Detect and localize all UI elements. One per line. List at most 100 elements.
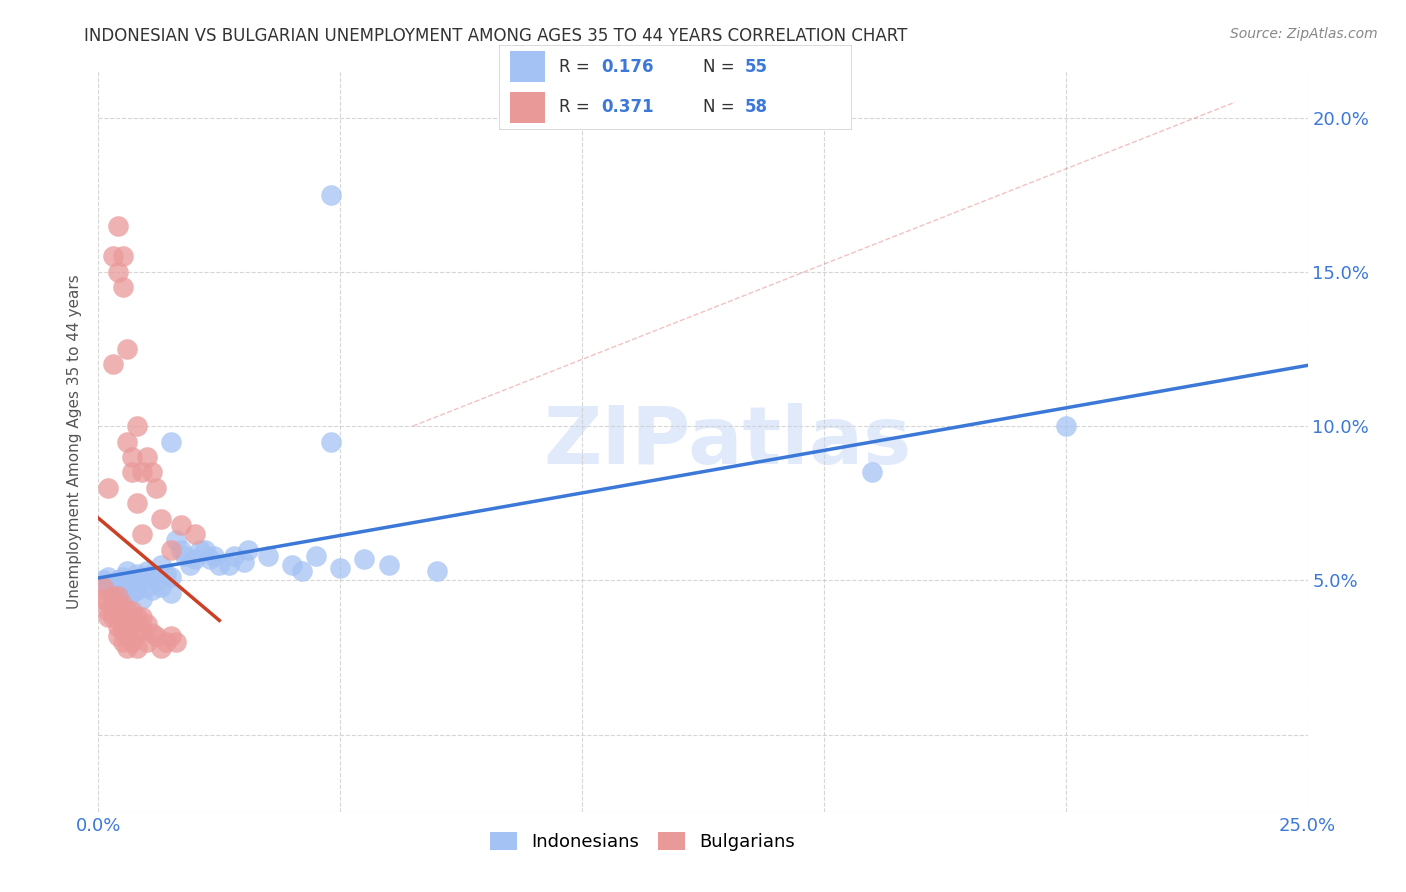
- Point: [117, 576, 139, 591]
- Point: [101, 589, 124, 603]
- Point: [155, 567, 177, 582]
- Point: [198, 551, 221, 566]
- Point: [160, 585, 183, 599]
- Text: R =: R =: [560, 98, 595, 116]
- Point: [111, 250, 134, 264]
- Point: [121, 574, 143, 588]
- Point: [111, 635, 134, 649]
- Point: [165, 635, 187, 649]
- Point: [107, 619, 129, 633]
- Point: [101, 610, 124, 624]
- Text: N =: N =: [703, 58, 740, 76]
- Legend: Indonesians, Bulgarians: Indonesians, Bulgarians: [482, 824, 803, 858]
- Point: [377, 558, 399, 572]
- Point: [319, 434, 342, 449]
- Point: [117, 616, 139, 631]
- Point: [127, 641, 149, 656]
- Point: [97, 481, 120, 495]
- Point: [101, 585, 124, 599]
- Point: [290, 564, 312, 578]
- Point: [117, 564, 139, 578]
- Point: [101, 591, 124, 606]
- Point: [150, 641, 173, 656]
- Point: [232, 555, 254, 569]
- Point: [111, 576, 134, 591]
- Point: [141, 625, 163, 640]
- Point: [101, 358, 124, 372]
- Point: [145, 574, 167, 588]
- Point: [194, 542, 217, 557]
- Point: [121, 466, 143, 480]
- Point: [91, 574, 114, 588]
- Point: [353, 551, 375, 566]
- Point: [135, 564, 157, 578]
- Point: [169, 517, 191, 532]
- Point: [150, 511, 173, 525]
- Point: [135, 450, 157, 464]
- Text: ZIPatlas: ZIPatlas: [543, 402, 911, 481]
- Point: [121, 604, 143, 618]
- Point: [150, 558, 173, 572]
- Point: [111, 280, 134, 294]
- Point: [179, 558, 201, 572]
- Point: [127, 419, 149, 434]
- Point: [155, 635, 177, 649]
- Text: 0.371: 0.371: [602, 98, 654, 116]
- Point: [131, 466, 153, 480]
- Point: [131, 527, 153, 541]
- Point: [329, 561, 352, 575]
- Text: 55: 55: [745, 58, 768, 76]
- Point: [111, 623, 134, 637]
- Point: [256, 549, 278, 563]
- Point: [131, 570, 153, 584]
- Point: [222, 549, 245, 563]
- Point: [218, 558, 240, 572]
- Point: [426, 564, 449, 578]
- Point: [127, 567, 149, 582]
- Text: R =: R =: [560, 58, 595, 76]
- Point: [281, 558, 304, 572]
- Point: [145, 481, 167, 495]
- Y-axis label: Unemployment Among Ages 35 to 44 years: Unemployment Among Ages 35 to 44 years: [67, 274, 83, 609]
- Point: [165, 533, 187, 548]
- Point: [127, 496, 149, 510]
- Point: [97, 604, 120, 618]
- Point: [101, 598, 124, 612]
- Point: [117, 641, 139, 656]
- Point: [184, 527, 207, 541]
- Point: [97, 610, 120, 624]
- Point: [111, 610, 134, 624]
- Point: [111, 570, 134, 584]
- Point: [117, 342, 139, 356]
- Point: [188, 542, 211, 557]
- Point: [131, 623, 153, 637]
- Point: [141, 466, 163, 480]
- Point: [208, 558, 231, 572]
- Point: [145, 629, 167, 643]
- Point: [135, 635, 157, 649]
- Point: [121, 616, 143, 631]
- Point: [135, 580, 157, 594]
- Point: [107, 582, 129, 597]
- Bar: [510, 92, 546, 122]
- Point: [117, 604, 139, 618]
- Point: [121, 585, 143, 599]
- Point: [204, 549, 226, 563]
- Point: [305, 549, 328, 563]
- Point: [127, 610, 149, 624]
- Text: N =: N =: [703, 98, 740, 116]
- Point: [174, 549, 197, 563]
- Point: [97, 595, 120, 609]
- Point: [121, 635, 143, 649]
- Point: [135, 616, 157, 631]
- Point: [111, 598, 134, 612]
- Bar: [510, 52, 546, 82]
- Point: [141, 567, 163, 582]
- Point: [160, 570, 183, 584]
- Point: [141, 582, 163, 597]
- Text: INDONESIAN VS BULGARIAN UNEMPLOYMENT AMONG AGES 35 TO 44 YEARS CORRELATION CHART: INDONESIAN VS BULGARIAN UNEMPLOYMENT AMO…: [84, 27, 908, 45]
- Point: [127, 582, 149, 597]
- Point: [160, 542, 183, 557]
- Point: [238, 542, 260, 557]
- Point: [107, 219, 129, 233]
